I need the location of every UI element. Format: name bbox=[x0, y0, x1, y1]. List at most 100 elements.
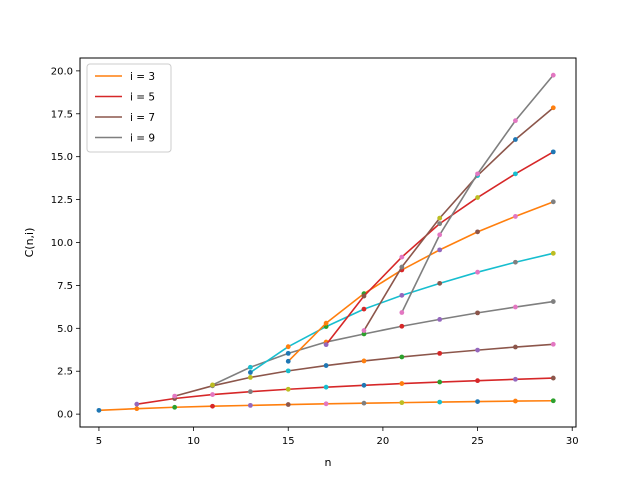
data-point bbox=[399, 264, 405, 270]
data-point bbox=[247, 374, 253, 380]
series-5 bbox=[247, 250, 556, 375]
data-point bbox=[399, 310, 405, 315]
data-point bbox=[323, 320, 329, 326]
series-line bbox=[363, 106, 555, 332]
data-point bbox=[399, 400, 405, 406]
data-point bbox=[172, 393, 178, 399]
data-point bbox=[210, 392, 215, 397]
data-point bbox=[134, 406, 140, 412]
series-line bbox=[211, 300, 555, 386]
data-point bbox=[285, 402, 291, 407]
data-point bbox=[399, 354, 405, 360]
data-point bbox=[475, 195, 480, 200]
y-tick-label: 15.0 bbox=[51, 152, 73, 163]
data-point bbox=[361, 306, 367, 312]
series-line bbox=[135, 377, 555, 405]
legend-box bbox=[86, 63, 172, 153]
data-point bbox=[247, 389, 253, 395]
data-point bbox=[550, 250, 556, 256]
data-point bbox=[285, 344, 291, 350]
data-point bbox=[437, 316, 443, 322]
legend-label: i = 7 bbox=[130, 112, 155, 124]
data-point bbox=[475, 347, 480, 353]
data-point bbox=[361, 293, 367, 299]
data-point bbox=[437, 232, 443, 238]
y-tick-label: 7.5 bbox=[57, 281, 73, 292]
y-tick-label: 12.5 bbox=[51, 195, 73, 206]
data-point bbox=[550, 341, 556, 347]
series-2 bbox=[134, 375, 556, 407]
data-point bbox=[399, 323, 405, 329]
data-point bbox=[210, 403, 215, 409]
y-axis: 0.0 2.5 5.0 7.5 10.0 12.5 15.0 17.5 20.0 bbox=[51, 66, 80, 421]
y-tick-label: 17.5 bbox=[51, 109, 73, 120]
data-point bbox=[513, 137, 518, 142]
y-tick-label: 0.0 bbox=[57, 410, 73, 421]
x-tick-label: 10 bbox=[187, 436, 200, 447]
x-tick-label: 15 bbox=[282, 436, 295, 447]
data-point bbox=[550, 72, 556, 78]
data-point bbox=[550, 105, 556, 111]
data-point bbox=[247, 370, 253, 375]
series-3 bbox=[172, 341, 556, 399]
series-9 bbox=[399, 72, 556, 315]
data-point bbox=[513, 214, 518, 219]
y-axis-label: C(n,i) bbox=[23, 228, 36, 258]
series-line bbox=[173, 343, 555, 397]
data-point bbox=[550, 149, 556, 155]
data-point bbox=[437, 399, 443, 405]
data-point bbox=[437, 247, 443, 253]
data-point bbox=[437, 221, 443, 227]
x-tick-label: 20 bbox=[377, 436, 390, 447]
data-point bbox=[399, 292, 405, 298]
data-point bbox=[361, 328, 367, 333]
series-6 bbox=[285, 199, 556, 364]
data-point bbox=[513, 118, 518, 124]
x-axis-label: n bbox=[325, 456, 332, 469]
data-point bbox=[285, 358, 291, 364]
y-tick-label: 20.0 bbox=[51, 66, 73, 77]
data-point bbox=[475, 269, 480, 275]
data-point bbox=[361, 358, 367, 364]
data-point bbox=[513, 171, 518, 177]
data-point bbox=[550, 199, 556, 205]
data-point bbox=[475, 229, 480, 235]
data-point bbox=[475, 378, 480, 384]
x-tick-label: 5 bbox=[96, 436, 102, 447]
data-point bbox=[475, 310, 480, 316]
data-point bbox=[323, 342, 329, 348]
data-point bbox=[172, 404, 178, 410]
data-point bbox=[513, 398, 518, 404]
data-point bbox=[361, 382, 367, 388]
legend-label: i = 3 bbox=[130, 71, 155, 83]
y-tick-label: 5.0 bbox=[57, 324, 73, 335]
x-axis: 5 10 15 20 25 30 bbox=[96, 427, 579, 447]
x-tick-label: 25 bbox=[471, 436, 484, 447]
data-point bbox=[361, 331, 367, 337]
data-point bbox=[513, 304, 518, 310]
data-point bbox=[247, 364, 253, 370]
series-8 bbox=[361, 105, 556, 333]
data-point bbox=[437, 280, 443, 286]
y-tick-label: 2.5 bbox=[57, 367, 73, 378]
data-point bbox=[475, 399, 480, 404]
data-point bbox=[361, 400, 367, 406]
data-point bbox=[247, 402, 253, 408]
plot-area bbox=[96, 72, 556, 413]
series-line bbox=[287, 201, 555, 363]
data-point bbox=[210, 382, 215, 388]
data-point bbox=[399, 381, 405, 386]
data-point bbox=[437, 350, 443, 356]
data-point bbox=[513, 259, 518, 265]
x-tick-label: 30 bbox=[566, 436, 579, 447]
data-point bbox=[513, 376, 518, 382]
data-point bbox=[323, 401, 329, 407]
data-point bbox=[513, 344, 518, 350]
data-point bbox=[550, 299, 556, 304]
legend-label: i = 9 bbox=[130, 133, 155, 145]
data-point bbox=[323, 363, 329, 368]
data-point bbox=[550, 375, 556, 381]
data-point bbox=[285, 386, 291, 392]
data-point bbox=[437, 379, 443, 385]
